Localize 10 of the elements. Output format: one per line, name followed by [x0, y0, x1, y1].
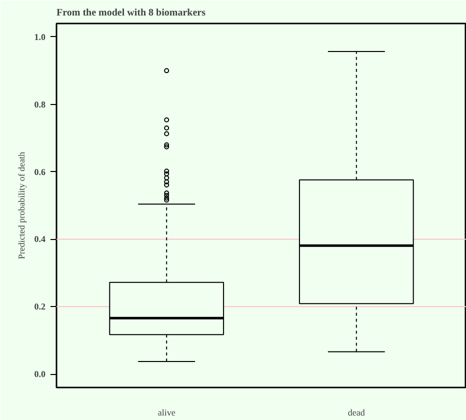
y-tick-label: 0.4 — [34, 234, 46, 244]
y-tick-label: 0.2 — [34, 302, 46, 312]
x-tick-label: alive — [158, 408, 176, 418]
y-tick-label: 0.6 — [34, 166, 46, 177]
y-tick-label: 1.0 — [34, 32, 46, 42]
y-tick-label: 0.0 — [34, 369, 46, 380]
x-tick-label: dead — [348, 408, 366, 418]
chart-title: From the model with 8 biomarkers — [56, 8, 206, 18]
y-axis-title: Predicted probability of death — [16, 151, 26, 260]
y-tick-label: 0.8 — [34, 99, 46, 110]
